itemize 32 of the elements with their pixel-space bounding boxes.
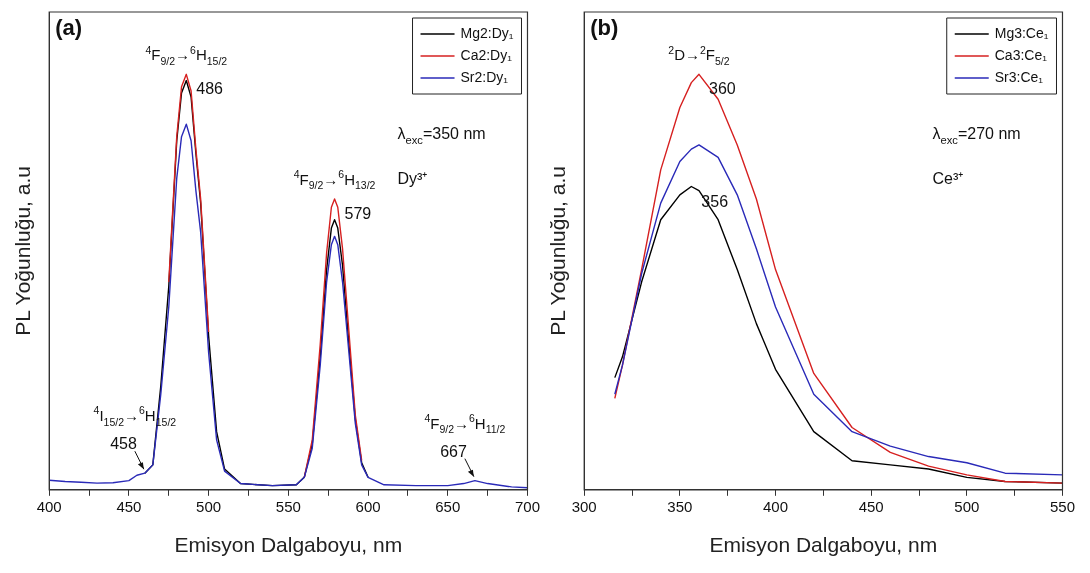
annotation: Dy³⁺ [397,170,428,187]
annotation: 486 [196,80,224,98]
x-tick-label: 550 [1049,497,1075,515]
legend-label: Sr3:Ce₁ [994,68,1044,85]
annotation: 458 [110,435,137,453]
chart-title: (a) [55,15,83,41]
legend-label: Mg3:Ce₁ [994,24,1049,41]
x-tick-label: 700 [514,497,540,515]
legend-label: Sr2:Dy₁ [460,68,509,85]
annotation: 579 [344,204,372,222]
x-tick-label: 450 [116,497,142,515]
x-axis-title: Emisyon Dalgaboyu, nm [174,533,403,557]
x-tick-label: 600 [355,497,381,515]
legend-label: Ca3:Ce₁ [994,46,1048,63]
annotation: 667 [440,442,467,460]
x-tick-label: 450 [858,497,884,515]
x-tick-label: 500 [954,497,980,515]
y-axis-title: PL Yoğunluğu, a.u [546,166,570,336]
x-tick-label: 350 [667,497,693,515]
y-axis-title: PL Yoğunluğu, a.u [11,166,35,336]
x-tick-label: 300 [571,497,597,515]
legend-label: Ca2:Dy₁ [460,46,513,63]
x-tick-label: 650 [435,497,461,515]
x-tick-label: 550 [275,497,301,515]
legend-label: Mg2:Dy₁ [460,24,514,41]
chart-title: (b) [590,15,619,41]
annotation: 360 [708,80,736,98]
x-tick-label: 500 [196,497,222,515]
annotation: Ce³⁺ [932,170,964,187]
x-tick-label: 400 [36,497,62,515]
x-axis-title: Emisyon Dalgaboyu, nm [709,533,938,557]
x-tick-label: 400 [763,497,789,515]
